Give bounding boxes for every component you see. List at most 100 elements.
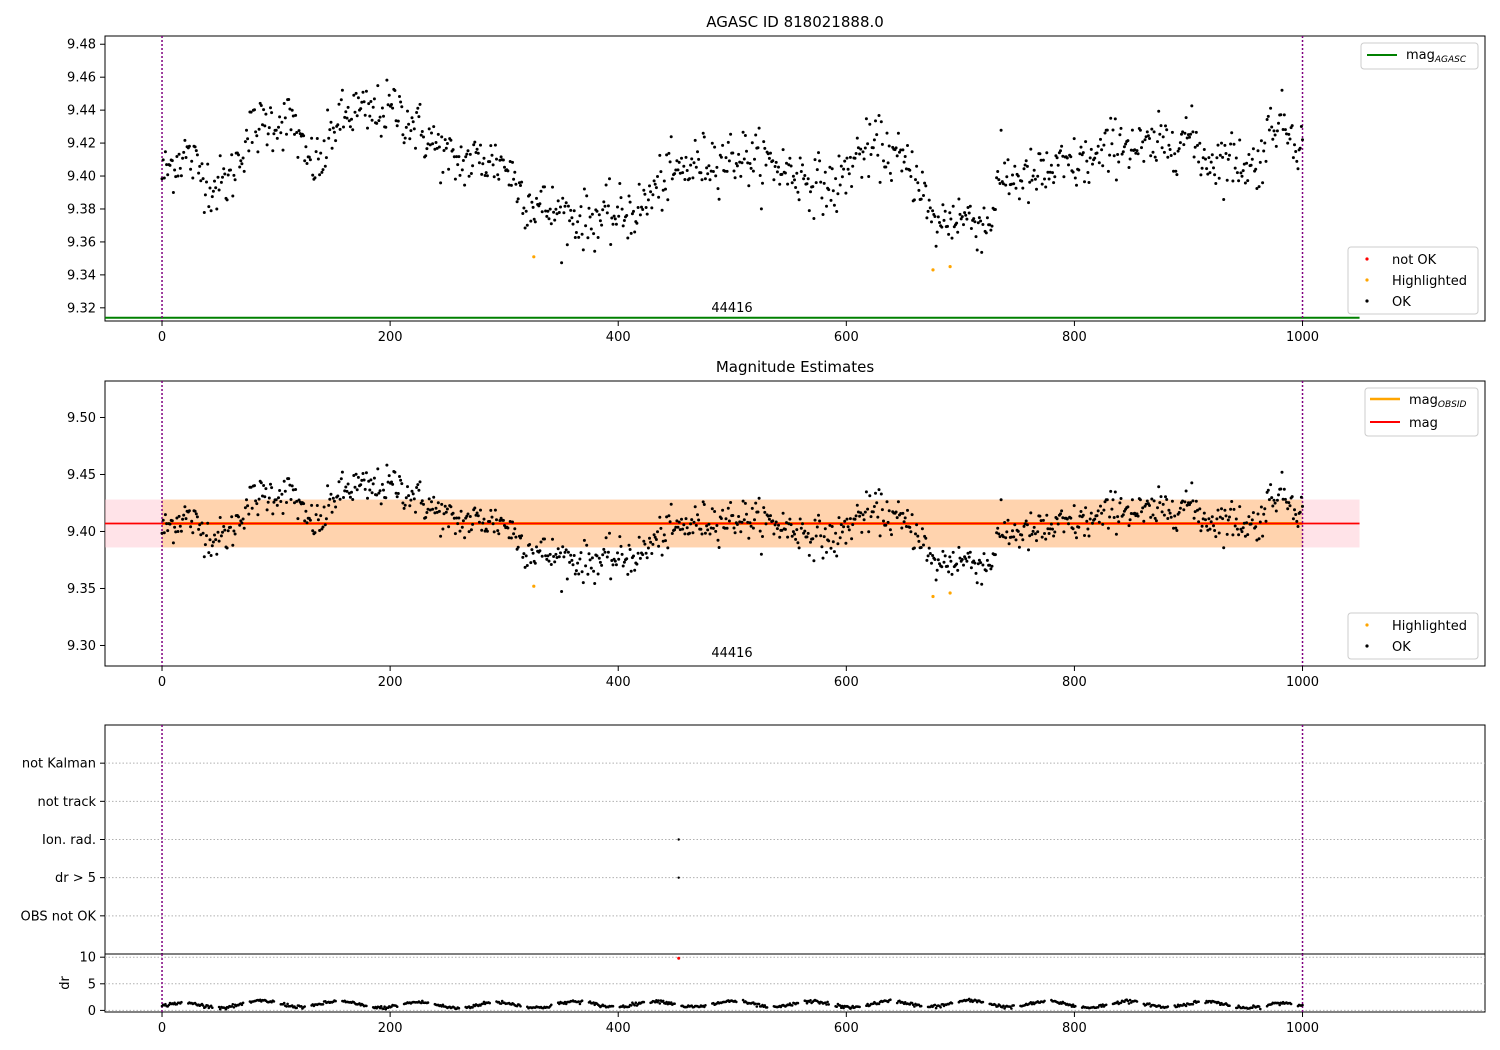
- ok-point: [840, 530, 844, 534]
- ok-point: [226, 173, 230, 177]
- ok-point: [585, 543, 589, 547]
- dr-point: [827, 1003, 830, 1006]
- ok-point: [553, 218, 557, 222]
- ok-point: [924, 536, 928, 540]
- ok-point: [919, 197, 923, 201]
- ok-point: [1059, 512, 1062, 516]
- ok-point: [621, 564, 625, 568]
- ok-point: [247, 149, 251, 153]
- ok-point: [927, 546, 931, 550]
- ok-point: [277, 496, 280, 500]
- ok-point: [1273, 133, 1277, 137]
- ok-point: [275, 136, 279, 140]
- ok-point: [955, 221, 959, 225]
- ok-point: [831, 189, 835, 193]
- ok-point: [1142, 519, 1146, 523]
- ok-point: [1222, 198, 1226, 201]
- ok-point: [793, 178, 796, 182]
- ok-point: [477, 520, 481, 524]
- ok-point: [692, 161, 696, 165]
- ok-point: [1146, 134, 1150, 138]
- ok-point: [868, 494, 872, 498]
- ok-point: [964, 213, 968, 217]
- ok-point: [1166, 517, 1170, 520]
- ok-point: [425, 511, 429, 514]
- ok-point: [1201, 517, 1205, 521]
- ok-point: [871, 146, 875, 150]
- dr-point: [1074, 1004, 1077, 1008]
- ok-point: [1239, 527, 1243, 531]
- ok-point: [305, 521, 309, 525]
- ok-point: [457, 516, 461, 520]
- ok-point: [338, 497, 342, 501]
- ok-point: [628, 200, 632, 204]
- ok-point: [328, 128, 332, 132]
- ok-point: [401, 133, 405, 137]
- ok-point: [1027, 548, 1030, 552]
- ok-point: [195, 515, 199, 519]
- ok-point: [290, 108, 294, 112]
- dr-point: [825, 1003, 828, 1006]
- ok-point: [691, 531, 695, 535]
- ok-point: [588, 215, 592, 219]
- ok-point: [1282, 487, 1286, 491]
- ok-point: [1004, 536, 1008, 540]
- ok-point: [754, 501, 758, 505]
- ok-point: [734, 162, 738, 165]
- ok-point: [996, 170, 1000, 173]
- ok-point: [1172, 169, 1175, 173]
- ok-point: [366, 126, 369, 130]
- ok-point: [1290, 124, 1294, 128]
- ok-point: [463, 536, 467, 540]
- ok-point: [790, 181, 794, 185]
- ok-point: [601, 553, 605, 557]
- ok-point: [613, 559, 617, 563]
- ok-point: [1215, 517, 1219, 521]
- legend-ok-label: OK: [1392, 295, 1411, 310]
- ok-point: [489, 508, 493, 512]
- ok-point: [896, 131, 900, 135]
- ok-point: [170, 159, 174, 163]
- ok-point: [564, 548, 568, 552]
- ok-point: [496, 173, 500, 177]
- ok-point: [491, 163, 495, 167]
- ok-point: [612, 214, 616, 218]
- ok-point: [678, 528, 682, 532]
- ok-point: [587, 206, 591, 210]
- ok-point: [200, 162, 204, 166]
- dr-point: [272, 1000, 276, 1003]
- ok-point: [666, 198, 670, 202]
- ok-point: [512, 532, 516, 536]
- dr-point: [1184, 1004, 1188, 1008]
- ok-point: [1031, 529, 1035, 533]
- ok-point: [805, 182, 809, 186]
- ok-point: [1160, 510, 1164, 514]
- ok-point: [848, 155, 852, 159]
- dr-point: [757, 1002, 761, 1006]
- ok-point: [436, 132, 440, 136]
- ok-point: [1249, 163, 1253, 167]
- ok-point: [376, 84, 380, 88]
- ok-point: [597, 213, 601, 217]
- ok-point: [444, 146, 448, 150]
- ok-point: [862, 157, 866, 161]
- ok-point: [1224, 152, 1228, 155]
- ok-point: [795, 171, 799, 175]
- ok-point: [346, 482, 350, 486]
- ok-point: [979, 561, 983, 565]
- ok-point: [291, 488, 295, 492]
- ok-point: [716, 187, 720, 191]
- ok-point: [361, 472, 365, 475]
- ok-point: [1165, 128, 1169, 132]
- ok-point: [332, 499, 336, 503]
- ok-point: [1225, 178, 1229, 182]
- ok-point: [525, 564, 529, 567]
- ok-point: [579, 551, 583, 555]
- ok-point: [1159, 495, 1163, 499]
- ok-point: [916, 534, 920, 538]
- ok-point: [442, 512, 446, 516]
- ok-point: [456, 163, 460, 167]
- ok-point: [512, 177, 516, 181]
- ok-point: [474, 151, 478, 154]
- ok-point: [1270, 125, 1274, 129]
